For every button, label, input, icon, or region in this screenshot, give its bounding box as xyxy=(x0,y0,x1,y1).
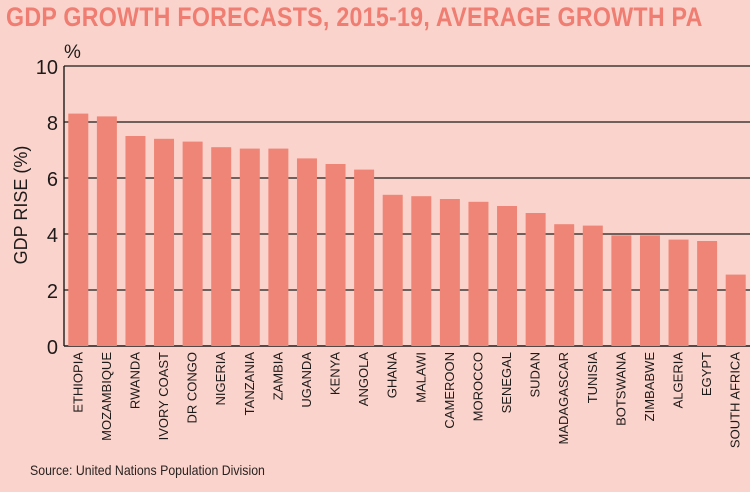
x-tick-label: TUNISIA xyxy=(585,352,600,404)
source-note: Source: United Nations Population Divisi… xyxy=(30,462,265,478)
bar-ghana xyxy=(382,194,403,346)
x-tick-label: SOUTH AFRICA xyxy=(728,352,743,448)
x-tick-label: ZAMBIA xyxy=(270,352,285,401)
x-tick-label: NIGERIA xyxy=(213,352,228,406)
y-unit-label: % xyxy=(64,42,81,63)
bar-botswana xyxy=(611,235,632,346)
x-tick-label: UGANDA xyxy=(299,352,314,408)
y-tick-label: 6 xyxy=(47,169,58,191)
bar-malawi xyxy=(411,196,432,346)
x-tick-label: KENYA xyxy=(328,352,343,395)
x-tick-label: MOROCCO xyxy=(470,352,485,421)
x-tick-label: ALGERIA xyxy=(671,352,686,409)
x-tick-label: MOZAMBIQUE xyxy=(99,352,114,441)
bars xyxy=(68,113,746,347)
bar-nigeria xyxy=(211,147,232,346)
x-tick-label: SUDAN xyxy=(528,352,543,398)
bar-zimbabwe xyxy=(639,235,660,346)
x-tick-label: ANGOLA xyxy=(356,352,371,407)
bar-tunisia xyxy=(582,225,603,346)
bar-algeria xyxy=(668,239,689,346)
bar-kenya xyxy=(325,164,346,346)
chart-title: GDP GROWTH FORECASTS, 2015-19, AVERAGE G… xyxy=(6,2,703,32)
x-tick-label: BOTSWANA xyxy=(613,352,628,426)
bar-ethiopia xyxy=(68,113,89,346)
x-tick-label: GHANA xyxy=(385,352,400,399)
bar-ivory-coast xyxy=(154,138,175,346)
y-tick-label: 2 xyxy=(47,281,58,303)
grid-lines xyxy=(63,65,750,347)
bar-egypt xyxy=(697,241,718,346)
y-tick-label: 0 xyxy=(47,337,58,359)
bar-sudan xyxy=(525,213,546,346)
x-tick-label: TANZANIA xyxy=(242,352,257,416)
x-tick-label: CAMEROON xyxy=(442,352,457,429)
x-tick-label: DR CONGO xyxy=(185,352,200,424)
y-axis-label: GDP RISE (%) xyxy=(11,146,31,265)
bar-madagascar xyxy=(554,224,575,346)
bar-angola xyxy=(354,169,375,346)
bar-senegal xyxy=(497,206,518,346)
x-tick-label: IVORY COAST xyxy=(156,352,171,440)
y-tick-label: 8 xyxy=(47,113,58,135)
x-tick-labels: ETHIOPIA MOZAMBIQUE RWANDA IVORY COAST DR CO… xyxy=(70,352,742,448)
x-tick-label: EGYPT xyxy=(699,352,714,396)
x-tick-label: ETHIOPIA xyxy=(70,352,85,413)
x-tick-label: RWANDA xyxy=(127,352,142,409)
x-tick-label: MADAGASCAR xyxy=(556,352,571,444)
bar-zambia xyxy=(268,148,289,346)
bar-south-africa xyxy=(725,274,746,346)
y-tick-labels: 0 2 4 6 8 10 xyxy=(36,57,58,359)
bar-tanzania xyxy=(239,148,260,346)
bar-mozambique xyxy=(96,116,117,347)
x-tick-label: ZIMBABWE xyxy=(642,352,657,422)
x-tick-label: MALAWI xyxy=(413,352,428,403)
y-tick-label: 10 xyxy=(36,57,58,79)
bar-dr-congo xyxy=(182,141,203,346)
x-tick-label: SENEGAL xyxy=(499,352,514,413)
bar-rwanda xyxy=(125,136,146,346)
bar-cameroon xyxy=(439,199,460,346)
y-tick-label: 4 xyxy=(47,225,58,247)
bar-morocco xyxy=(468,201,489,346)
bar-uganda xyxy=(296,158,317,346)
